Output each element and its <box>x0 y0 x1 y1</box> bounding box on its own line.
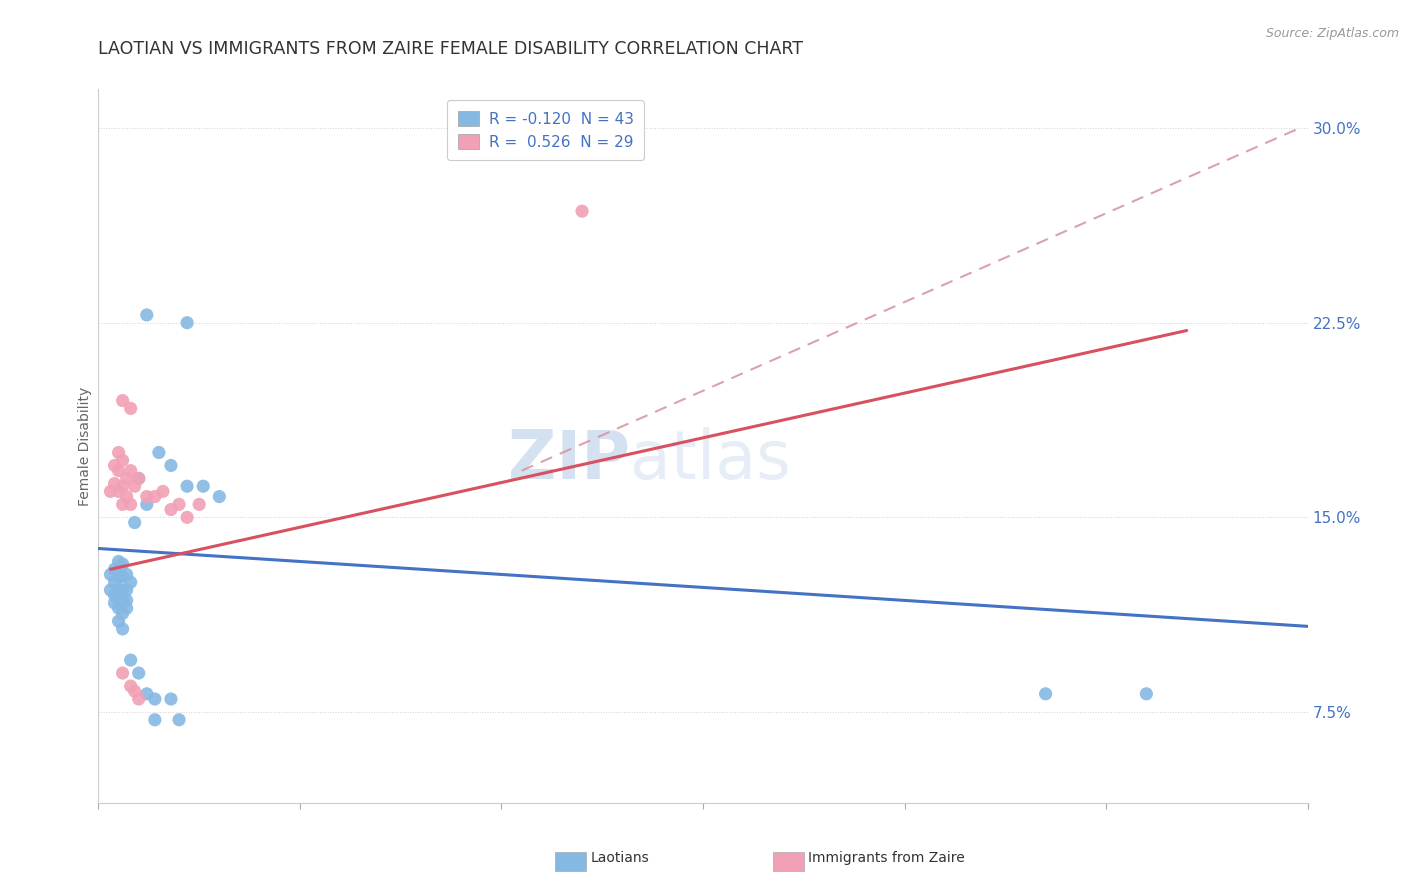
Point <box>111 622 134 636</box>
Point <box>115 490 138 504</box>
Point <box>103 575 125 590</box>
Point <box>107 593 129 607</box>
Point <box>103 458 125 473</box>
Point <box>111 479 134 493</box>
Point <box>120 679 142 693</box>
Point <box>107 484 129 499</box>
Point <box>107 601 129 615</box>
Point <box>176 510 198 524</box>
Point <box>143 490 166 504</box>
Point <box>111 607 134 621</box>
Point <box>103 476 125 491</box>
Point <box>111 453 134 467</box>
Point <box>107 582 129 597</box>
Point <box>111 393 134 408</box>
Point <box>100 567 122 582</box>
Text: Source: ZipAtlas.com: Source: ZipAtlas.com <box>1265 27 1399 40</box>
Y-axis label: Female Disability: Female Disability <box>79 386 93 506</box>
Point <box>107 554 129 568</box>
Point <box>120 653 142 667</box>
Point <box>160 502 183 516</box>
Point <box>135 497 157 511</box>
Point <box>120 464 142 478</box>
Point <box>176 316 198 330</box>
Point <box>115 567 138 582</box>
Point <box>115 471 138 485</box>
Point <box>103 562 125 576</box>
Point <box>107 464 129 478</box>
Point <box>143 713 166 727</box>
Point <box>111 582 134 597</box>
Legend: R = -0.120  N = 43, R =  0.526  N = 29: R = -0.120 N = 43, R = 0.526 N = 29 <box>447 101 644 161</box>
Point <box>100 484 122 499</box>
Point <box>120 401 142 416</box>
Point <box>135 687 157 701</box>
Point <box>128 692 150 706</box>
Point <box>160 692 183 706</box>
Point <box>111 570 134 584</box>
Point <box>208 490 231 504</box>
Point <box>152 484 174 499</box>
Text: LAOTIAN VS IMMIGRANTS FROM ZAIRE FEMALE DISABILITY CORRELATION CHART: LAOTIAN VS IMMIGRANTS FROM ZAIRE FEMALE … <box>98 40 803 58</box>
Point <box>167 497 190 511</box>
Point <box>1135 687 1157 701</box>
Point <box>103 588 125 602</box>
Point <box>148 445 170 459</box>
Point <box>128 666 150 681</box>
Point <box>115 593 138 607</box>
Point <box>128 471 150 485</box>
Point <box>111 557 134 571</box>
Point <box>100 582 122 597</box>
Point <box>124 516 146 530</box>
Point <box>107 567 129 582</box>
Point <box>176 479 198 493</box>
Point <box>107 614 129 628</box>
Point <box>115 601 138 615</box>
Text: ZIP: ZIP <box>509 427 630 493</box>
Point <box>167 713 190 727</box>
Point <box>120 497 142 511</box>
Point <box>115 582 138 597</box>
Point <box>111 497 134 511</box>
Point <box>124 479 146 493</box>
Point <box>103 596 125 610</box>
Point <box>111 666 134 681</box>
Point <box>135 490 157 504</box>
Point <box>193 479 215 493</box>
Point <box>124 684 146 698</box>
Point <box>111 593 134 607</box>
Point <box>128 471 150 485</box>
Text: Immigrants from Zaire: Immigrants from Zaire <box>808 851 965 865</box>
Point <box>160 458 183 473</box>
Text: Laotians: Laotians <box>591 851 650 865</box>
Point <box>135 308 157 322</box>
Text: atlas: atlas <box>630 427 792 493</box>
Point <box>188 497 211 511</box>
Point <box>1035 687 1057 701</box>
Point <box>120 575 142 590</box>
Point <box>107 445 129 459</box>
Point <box>107 570 129 584</box>
Point <box>571 204 593 219</box>
Point <box>143 692 166 706</box>
